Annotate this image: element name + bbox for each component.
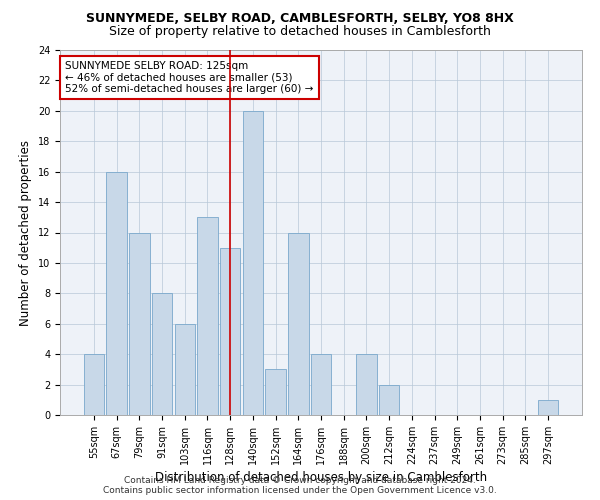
Text: Contains HM Land Registry data © Crown copyright and database right 2024.
Contai: Contains HM Land Registry data © Crown c… (103, 476, 497, 495)
Bar (356, 354, 377, 415)
Bar (242, 111, 263, 415)
Bar (84, 354, 104, 415)
Bar (265, 370, 286, 415)
Bar (197, 218, 218, 415)
Bar (538, 400, 558, 415)
Bar (175, 324, 195, 415)
Bar (379, 384, 400, 415)
Text: Size of property relative to detached houses in Camblesforth: Size of property relative to detached ho… (109, 25, 491, 38)
Bar (311, 354, 331, 415)
Text: SUNNYMEDE SELBY ROAD: 125sqm
← 46% of detached houses are smaller (53)
52% of se: SUNNYMEDE SELBY ROAD: 125sqm ← 46% of de… (65, 61, 314, 94)
Text: SUNNYMEDE, SELBY ROAD, CAMBLESFORTH, SELBY, YO8 8HX: SUNNYMEDE, SELBY ROAD, CAMBLESFORTH, SEL… (86, 12, 514, 26)
Y-axis label: Number of detached properties: Number of detached properties (19, 140, 32, 326)
Bar (288, 232, 308, 415)
Bar (106, 172, 127, 415)
Bar (152, 294, 172, 415)
X-axis label: Distribution of detached houses by size in Camblesforth: Distribution of detached houses by size … (155, 471, 487, 484)
Bar (129, 232, 149, 415)
Bar (220, 248, 241, 415)
